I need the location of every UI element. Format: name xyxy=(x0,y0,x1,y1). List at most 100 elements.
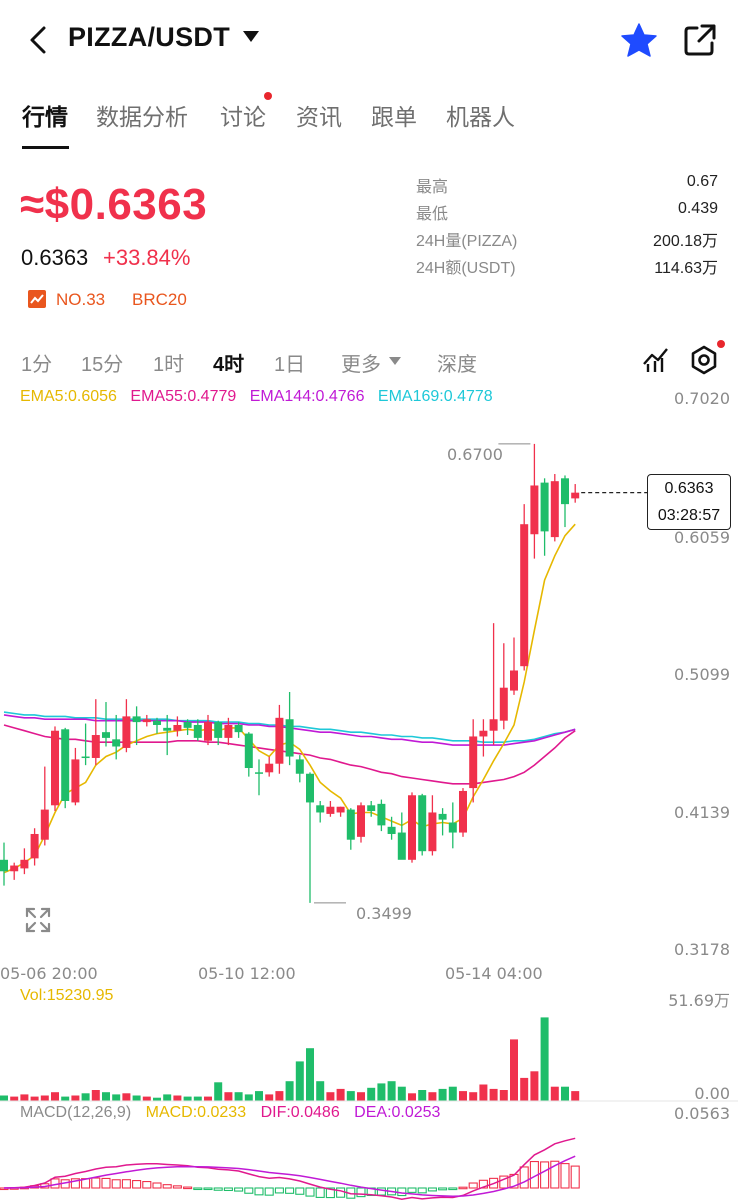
volume-bar xyxy=(244,1094,253,1101)
tab-market[interactable]: 行情 xyxy=(22,104,68,130)
tab-discussion[interactable]: 讨论 xyxy=(220,104,266,130)
candle-body xyxy=(255,772,263,774)
interval-1d[interactable]: 1日 xyxy=(274,354,306,376)
indicator-chart-icon[interactable] xyxy=(642,344,670,374)
macd-histogram-bar xyxy=(91,1177,101,1189)
dea-line xyxy=(3,1155,576,1197)
interval-15m[interactable]: 15分 xyxy=(81,354,124,376)
tab-copy-trading[interactable]: 跟单 xyxy=(371,104,417,130)
pair-dropdown-caret-icon[interactable] xyxy=(243,31,259,42)
volume-legend: Vol:15230.95 xyxy=(20,987,114,1004)
ema-legend: EMA5:0.6056 EMA55:0.4779 EMA144:0.4766 E… xyxy=(20,388,502,406)
macd-histogram-bar xyxy=(203,1187,213,1191)
candle-body xyxy=(81,756,90,759)
candle-body xyxy=(285,719,294,757)
macd-histogram-bar xyxy=(305,1187,315,1197)
candle-body xyxy=(357,805,365,837)
last-price: 0.6363 xyxy=(21,245,89,270)
y-tick-label: 0.5099 xyxy=(674,665,730,684)
candle-body xyxy=(132,716,141,723)
candle-body xyxy=(408,795,416,860)
stat-low: 最低 0.439 xyxy=(416,197,718,224)
macd-histogram-bar xyxy=(274,1187,284,1194)
volume-bar xyxy=(132,1095,141,1101)
volume-bar xyxy=(408,1093,416,1101)
y-tick-label: 0.6059 xyxy=(674,528,730,547)
macd-histogram-bar xyxy=(315,1187,325,1198)
candle-body xyxy=(448,822,457,833)
interval-1h[interactable]: 1时 xyxy=(153,354,185,376)
macd-histogram-bar xyxy=(101,1177,111,1189)
candle-body xyxy=(51,730,59,806)
stats-panel: 最高 0.67 最低 0.439 24H量(PIZZA) 200.18万 24H额(U… xyxy=(416,170,718,278)
back-chevron-icon[interactable] xyxy=(22,22,54,58)
interval-more[interactable]: 更多 xyxy=(341,354,381,376)
candle-body xyxy=(295,759,304,774)
volume-bar xyxy=(275,1091,284,1101)
interval-4h[interactable]: 4时 xyxy=(213,354,245,376)
candle-body xyxy=(40,809,49,840)
fullscreen-expand-icon[interactable] xyxy=(24,906,52,934)
candle-countdown: 03:28:57 xyxy=(657,507,721,524)
macd-histogram-bar xyxy=(295,1187,305,1195)
macd-histogram-bar xyxy=(356,1187,366,1198)
volume-bar xyxy=(193,1096,202,1101)
volume-bar xyxy=(234,1092,243,1101)
candle-body xyxy=(326,806,335,814)
rank-badge[interactable]: NO.33 xyxy=(56,290,106,309)
volume-bar xyxy=(163,1094,172,1101)
volume-bar xyxy=(489,1088,498,1101)
macd-value-label: MACD:0.0233 xyxy=(145,1104,247,1121)
macd-histogram-bar xyxy=(336,1187,346,1198)
macd-histogram-bar xyxy=(438,1187,448,1191)
volume-bar xyxy=(224,1092,233,1101)
volume-bar xyxy=(285,1081,294,1101)
candle-body xyxy=(102,732,110,738)
macd-histogram-bar xyxy=(152,1182,162,1189)
macd-histogram-bar xyxy=(468,1182,478,1189)
pair-title[interactable]: PIZZA/USDT xyxy=(68,22,230,52)
candle-body xyxy=(306,773,314,803)
candle-body xyxy=(183,722,192,728)
stat-label: 24H额(USDT) xyxy=(416,260,516,277)
candle-body xyxy=(438,813,447,820)
dif-line xyxy=(3,1137,576,1200)
settings-hexagon-icon[interactable] xyxy=(688,344,720,376)
notification-dot xyxy=(264,92,272,100)
volume-bar xyxy=(81,1093,90,1101)
ema5-label: EMA5:0.6056 xyxy=(20,388,117,405)
tab-data-analysis[interactable]: 数据分析 xyxy=(96,104,188,130)
volume-bar xyxy=(346,1091,355,1101)
macd-params-label: MACD(12,26,9) xyxy=(20,1104,132,1121)
stat-label: 最高 xyxy=(416,179,449,196)
tab-bots[interactable]: 机器人 xyxy=(446,104,515,130)
settings-notification-dot xyxy=(717,340,725,348)
macd-histogram-bar xyxy=(162,1184,172,1189)
high-price-label: 0.6700 xyxy=(447,445,503,464)
candle-body xyxy=(193,724,202,738)
star-icon[interactable] xyxy=(620,22,658,58)
stat-label: 24H量(PIZZA) xyxy=(416,233,518,250)
volume-bar xyxy=(20,1094,29,1101)
candle-body xyxy=(346,809,355,840)
macd-histogram-bar xyxy=(519,1166,529,1189)
x-tick-label: 05-10 12:00 xyxy=(198,964,296,983)
tab-news[interactable]: 资讯 xyxy=(296,104,342,130)
volume-bar xyxy=(397,1086,406,1101)
volume-bar xyxy=(520,1077,529,1101)
stat-high: 最高 0.67 xyxy=(416,170,718,197)
interval-bar: 1分 15分 1时 4时 1日 更多 深度 xyxy=(0,340,738,380)
macd-histogram-bar xyxy=(489,1177,499,1189)
candle-body xyxy=(61,729,70,801)
volume-bar xyxy=(326,1092,335,1101)
share-icon[interactable] xyxy=(682,22,718,58)
volume-bar xyxy=(255,1091,263,1101)
dea-value-label: DEA:0.0253 xyxy=(354,1104,441,1121)
macd-histogram-bar xyxy=(285,1187,295,1194)
macd-histogram-bar xyxy=(570,1165,580,1189)
interval-1m[interactable]: 1分 xyxy=(21,354,53,376)
candle-body xyxy=(224,724,233,738)
candle-body xyxy=(20,859,29,869)
depth-tab[interactable]: 深度 xyxy=(437,354,477,376)
